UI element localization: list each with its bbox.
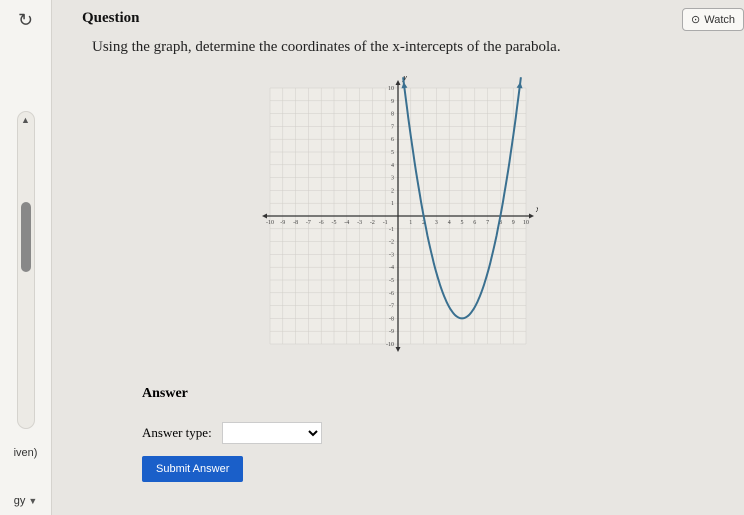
svg-text:-3: -3	[357, 220, 362, 226]
svg-text:1: 1	[409, 220, 412, 226]
svg-text:-7: -7	[306, 220, 311, 226]
svg-text:-3: -3	[389, 252, 394, 258]
parabola-graph: -10 -9 -8 -7 -6 -5 -4 -3 -2 -1 1 2 3 4 5 6 7 8 9 10 -10 -9 -8 -…	[258, 76, 538, 356]
svg-text:x: x	[535, 204, 538, 214]
svg-text:7: 7	[486, 220, 489, 226]
svg-text:9: 9	[391, 99, 394, 105]
svg-text:-8: -8	[389, 316, 394, 322]
answer-type-label: Answer type:	[142, 425, 212, 441]
main-content: ⊙ Watch Question Using the graph, determ…	[52, 0, 744, 515]
svg-text:1: 1	[391, 201, 394, 207]
left-sidebar: ↻ ▲ iven) gy▼	[0, 0, 52, 515]
svg-text:-2: -2	[389, 240, 394, 246]
svg-text:2: 2	[391, 188, 394, 194]
question-text: Using the graph, determine the coordinat…	[82, 39, 714, 56]
svg-text:-10: -10	[266, 220, 274, 226]
svg-text:-9: -9	[280, 220, 285, 226]
svg-text:5: 5	[461, 220, 464, 226]
svg-text:10: 10	[523, 220, 529, 226]
play-icon: ⊙	[691, 13, 700, 26]
svg-text:-4: -4	[344, 220, 349, 226]
svg-text:-4: -4	[389, 265, 394, 271]
svg-text:4: 4	[448, 220, 451, 226]
svg-text:7: 7	[391, 124, 394, 130]
scrollbar-track[interactable]: ▲	[17, 111, 35, 429]
answer-section: Answer Answer type: Submit Answer	[82, 386, 714, 482]
svg-text:-5: -5	[332, 220, 337, 226]
svg-text:10: 10	[388, 86, 394, 92]
refresh-icon[interactable]: ↻	[18, 10, 33, 31]
sidebar-given-label: iven)	[14, 447, 38, 459]
svg-text:-7: -7	[389, 304, 394, 310]
svg-text:-1: -1	[389, 227, 394, 233]
scroll-up-arrow[interactable]: ▲	[21, 112, 30, 128]
svg-text:-10: -10	[386, 342, 394, 348]
svg-text:3: 3	[391, 176, 394, 182]
svg-text:6: 6	[391, 137, 394, 143]
scroll-thumb[interactable]	[21, 202, 31, 272]
svg-text:4: 4	[391, 163, 394, 169]
answer-type-row: Answer type:	[142, 422, 714, 444]
submit-answer-button[interactable]: Submit Answer	[142, 456, 243, 482]
svg-text:5: 5	[391, 150, 394, 156]
watch-label: Watch	[704, 14, 735, 26]
svg-text:6: 6	[473, 220, 476, 226]
svg-text:-6: -6	[319, 220, 324, 226]
watch-button[interactable]: ⊙ Watch	[682, 8, 744, 31]
svg-text:-5: -5	[389, 278, 394, 284]
svg-text:8: 8	[391, 112, 394, 118]
answer-type-select[interactable]	[222, 422, 322, 444]
svg-text:-8: -8	[293, 220, 298, 226]
svg-text:-2: -2	[370, 220, 375, 226]
svg-text:3: 3	[435, 220, 438, 226]
svg-text:-1: -1	[383, 220, 388, 226]
sidebar-ogy-label: gy▼	[14, 495, 38, 507]
graph-container: -10 -9 -8 -7 -6 -5 -4 -3 -2 -1 1 2 3 4 5 6 7 8 9 10 -10 -9 -8 -…	[82, 76, 714, 356]
answer-header: Answer	[142, 386, 714, 402]
svg-text:9: 9	[512, 220, 515, 226]
svg-text:-6: -6	[389, 291, 394, 297]
svg-text:-9: -9	[389, 329, 394, 335]
question-header: Question	[82, 10, 714, 27]
